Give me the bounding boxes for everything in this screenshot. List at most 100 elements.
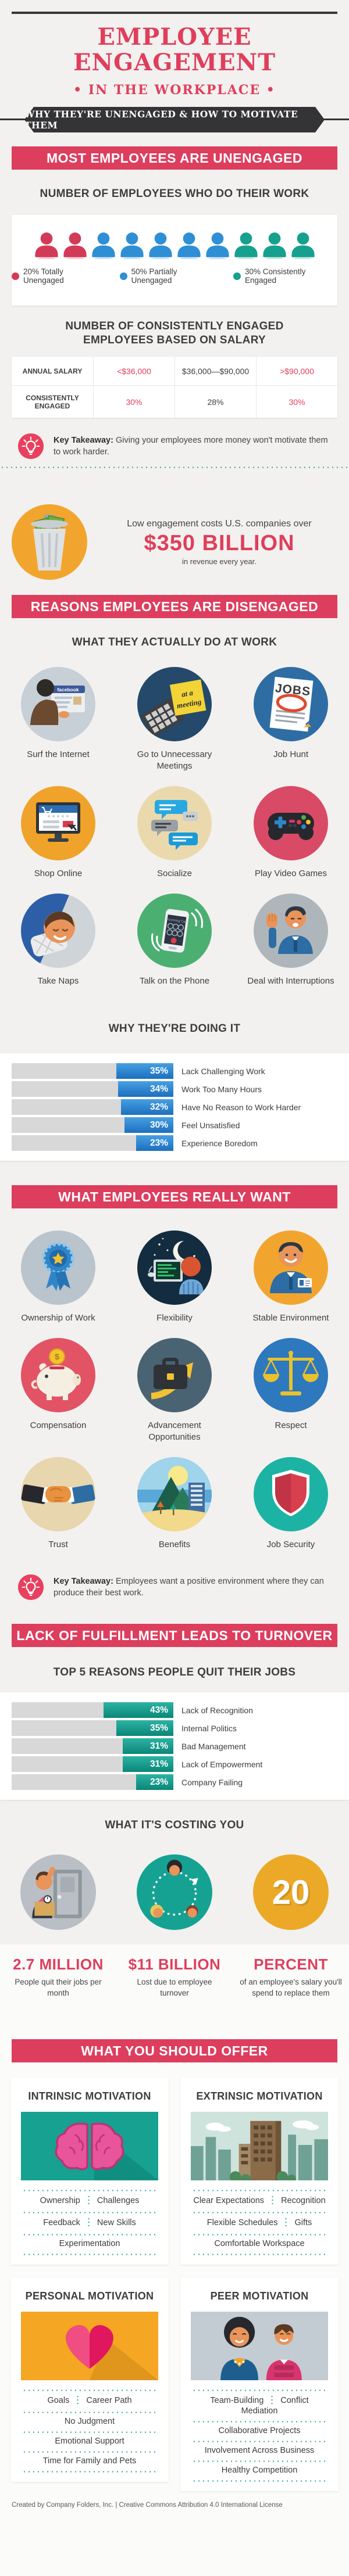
legend-dot-icon (12, 272, 19, 280)
want-item: Benefits (116, 1457, 233, 1551)
legend-item: 20% Totally Unengaged (12, 267, 105, 285)
bar-track: 34% (12, 1081, 173, 1097)
city-illustration-icon (191, 2112, 328, 2180)
activity-item: Socialize (116, 786, 233, 880)
activity-label: Take Naps (37, 976, 79, 986)
takeaway-body: Employees want a positive environment wh… (54, 1577, 324, 1598)
card-list-item: Feedback (43, 2218, 80, 2227)
bar-track: 35% (12, 1720, 173, 1736)
shop-online-icon (21, 786, 95, 860)
bar-value: 31% (149, 1759, 168, 1769)
dots-divider-icon (87, 2195, 90, 2207)
activity-label: Job Hunt (273, 749, 309, 759)
person-icon (119, 231, 145, 259)
card-list-row: Experimentation (21, 2234, 158, 2254)
offer-card-list: Goals Career Path No Judgment Emotional Sup… (21, 2390, 158, 2473)
legend-label: 20% Totally Unengaged (23, 267, 64, 285)
want-label: Job Security (266, 1540, 315, 1549)
want-label: Trust (48, 1540, 68, 1549)
person-icon (176, 231, 202, 259)
interruptions-icon (254, 894, 328, 968)
piggy-bank-icon: $ (21, 1338, 95, 1412)
bar-value: 35% (149, 1066, 168, 1076)
activity-item: facebook Surf the Internet (0, 667, 116, 772)
card-list-row: Emotional Support (21, 2431, 158, 2451)
person-icon (233, 231, 259, 259)
bar-row: 31% Bad Management (12, 1738, 337, 1754)
cost-item (0, 1854, 116, 1930)
activities-grid: facebook Surf the Internet at a meeting Go … (0, 667, 349, 987)
bar-fill: 30% (124, 1117, 173, 1133)
table-cell: <$36,000 (93, 357, 174, 385)
table-cell: >$90,000 (256, 357, 337, 385)
svg-text:meeting: meeting (176, 697, 202, 710)
bar-fill: 35% (116, 1063, 173, 1079)
bar-label: Lack Challenging Work (181, 1066, 265, 1076)
lightbulb-icon (17, 433, 44, 460)
card-list-item: Ownership (40, 2195, 80, 2205)
surf-internet-icon: facebook (21, 667, 95, 741)
bar-label: Have No Reason to Work Harder (181, 1102, 301, 1112)
person-icon (290, 231, 316, 259)
want-label: Flexibility (156, 1313, 193, 1323)
activity-item: Shop Online (0, 786, 116, 880)
bar-fill: 34% (117, 1081, 173, 1097)
briefcase-arrow-icon (137, 1338, 212, 1412)
video-games-icon (254, 786, 328, 860)
person-icon (91, 231, 116, 259)
bar-row: 43% Lack of Recognition (12, 1702, 337, 1718)
turnover-cycle-icon (137, 1854, 212, 1930)
chart-title-who-do-work: NUMBER OF EMPLOYEES WHO DO THEIR WORK (40, 188, 309, 200)
section-banner-turnover: LACK OF FULFILLMENT LEADS TO TURNOVER (12, 1624, 337, 1647)
salary-table-title: NUMBER OF CONSISTENTLY ENGAGED EMPLOYEES… (65, 320, 284, 346)
card-list-item: Time for Family and Pets (42, 2456, 137, 2466)
activity-label: Surf the Internet (27, 749, 90, 759)
legend: 20% Totally Unengaged 50% Partially Unen… (12, 267, 337, 285)
offer-card-list: Ownership Challenges Feedback New Skills Exp… (21, 2190, 158, 2255)
want-item: $ Compensation (0, 1338, 116, 1443)
key-takeaway: Key Takeaway: Giving your employees more… (17, 433, 332, 460)
employee-leaving-icon (20, 1854, 96, 1930)
card-list-item: Team-Building (210, 2395, 264, 2405)
bar-track: 30% (12, 1117, 173, 1133)
card-list-item: Healthy Competition (221, 2466, 298, 2475)
cost-amount: $350 BILLION (144, 530, 295, 555)
bar-row: 32% Have No Reason to Work Harder (12, 1099, 337, 1115)
job-hunt-icon: JOBS (254, 667, 328, 741)
card-list-item: Emotional Support (55, 2437, 124, 2446)
activity-item: Play Video Games (233, 786, 349, 880)
card-list-row: No Judgment (21, 2412, 158, 2431)
legend-item: 30% Consistently Engaged (233, 267, 337, 285)
bar-track: 31% (12, 1756, 173, 1772)
want-label: Benefits (158, 1540, 191, 1549)
card-list-item: Flexible Schedules (206, 2218, 278, 2227)
table-header-cell: ANNUAL SALARY (22, 367, 83, 375)
chart-title-quit: TOP 5 REASONS PEOPLE QUIT THEIR JOBS (53, 1666, 296, 1678)
ownership-award-icon (21, 1230, 95, 1305)
activity-label: Socialize (156, 869, 193, 878)
bar-label: Lack of Empowerment (181, 1759, 263, 1769)
card-list-item: Conflict Mediation (241, 2395, 309, 2416)
table-cell: $36,000—$90,000 (174, 357, 256, 385)
lightbulb-icon (17, 1574, 44, 1601)
bar-fill: 35% (116, 1720, 173, 1736)
section-banner-unengaged: MOST EMPLOYEES ARE UNENGAGED (12, 146, 337, 170)
top-rule (12, 12, 337, 14)
people-chart-card: 20% Totally Unengaged 50% Partially Unen… (12, 215, 337, 306)
table-cell: 28% (174, 385, 256, 418)
card-list-item: No Judgment (64, 2417, 115, 2426)
bar-label: Experience Boredom (181, 1138, 258, 1148)
offer-card-personal: PERSONAL MOTIVATION Goals Career Path No J… (10, 2277, 169, 2482)
card-list-item: Goals (47, 2395, 70, 2405)
legend-dot-icon (233, 272, 241, 280)
cost-lead: Low engagement costs U.S. companies over (127, 518, 312, 529)
card-list-row: Clear Expectations Recognition (191, 2190, 328, 2212)
costing-icons-row: 20 (0, 1854, 349, 1930)
stat-cell: PERCENT of an employee's salary you'll s… (233, 1956, 349, 2025)
costing-stats-row: 2.7 MILLION People quit their jobs per m… (0, 1956, 349, 2025)
costing-title: WHAT IT'S COSTING YOU (105, 1819, 244, 1831)
bar-value: 34% (149, 1084, 168, 1094)
want-label: Stable Environment (252, 1313, 329, 1323)
legend-item: 50% Partially Unengaged (119, 267, 218, 285)
bar-label: Company Failing (181, 1777, 243, 1787)
